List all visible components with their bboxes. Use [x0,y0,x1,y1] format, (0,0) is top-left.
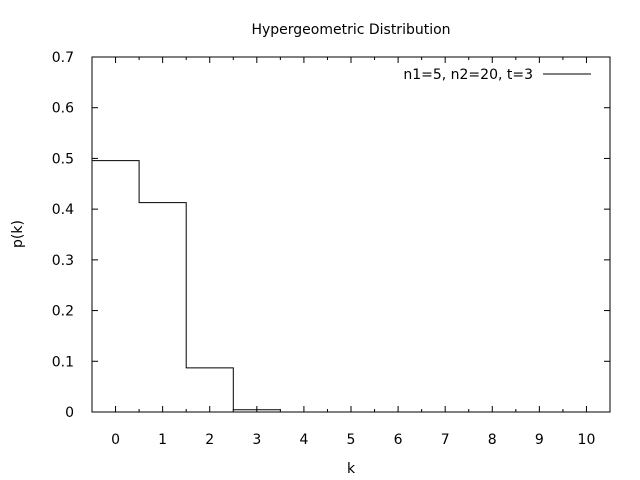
legend-label: n1=5, n2=20, t=3 [403,67,533,83]
y-tick-label: 0.1 [52,354,74,370]
legend: n1=5, n2=20, t=3 [403,67,591,83]
x-tick-label: 5 [347,432,356,448]
y-tick-label: 0.3 [52,253,74,269]
y-tick-label: 0.7 [52,50,74,66]
x-tick-label: 4 [299,432,308,448]
axis-tick-labels: 0 1 2 3 4 5 6 7 8 9 10 0 0.1 0.2 0.3 0.4 0.5 0.6 0.7 [52,50,596,448]
chart-title: Hypergeometric Distribution [251,22,450,38]
y-tick-label: 0.6 [52,101,74,117]
y-tick-label: 0.5 [52,151,74,167]
x-tick-label: 6 [394,432,403,448]
x-tick-label: 2 [205,432,214,448]
axis-ticks [92,57,610,412]
x-axis-label: k [347,461,356,477]
x-tick-label: 3 [252,432,261,448]
series-group [92,160,281,411]
x-tick-label: 10 [578,432,596,448]
y-tick-label: 0 [65,405,74,421]
x-tick-label: 0 [111,432,120,448]
series-line [92,160,281,411]
x-tick-label: 8 [488,432,497,448]
y-axis-label: p(k) [10,220,26,248]
y-tick-label: 0.4 [52,202,74,218]
x-tick-label: 9 [535,432,544,448]
x-tick-label: 1 [158,432,167,448]
y-tick-label: 0.2 [52,304,74,320]
x-tick-label: 7 [441,432,450,448]
plot-frame [91,56,611,413]
